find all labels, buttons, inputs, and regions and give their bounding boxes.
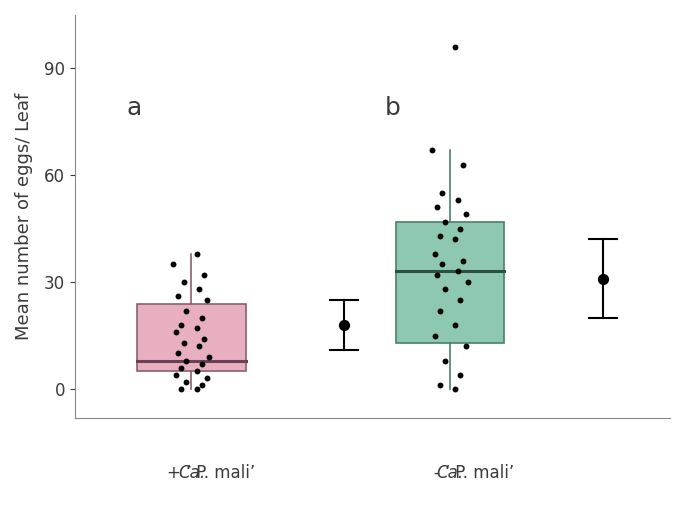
Point xyxy=(178,338,189,347)
Point xyxy=(458,257,469,265)
Point xyxy=(201,374,212,382)
Point xyxy=(181,378,192,386)
Point xyxy=(191,324,202,333)
Point xyxy=(450,321,461,329)
Point xyxy=(429,332,440,340)
Point xyxy=(434,306,445,315)
Text: P. mali’: P. mali’ xyxy=(450,464,514,482)
Point xyxy=(429,249,440,258)
Point xyxy=(191,367,202,376)
Point xyxy=(597,275,608,283)
Point xyxy=(460,342,471,350)
Point xyxy=(171,328,182,336)
Point xyxy=(181,356,192,365)
Point xyxy=(196,360,207,368)
Point xyxy=(178,278,189,287)
Point xyxy=(437,260,448,268)
Point xyxy=(173,349,184,358)
Text: + ‘: + ‘ xyxy=(167,464,191,482)
Point xyxy=(173,292,184,301)
Point xyxy=(191,385,202,393)
Point xyxy=(168,260,179,268)
Point xyxy=(452,267,463,276)
Point xyxy=(450,385,461,393)
Point xyxy=(201,296,212,304)
Point xyxy=(338,321,349,329)
Point xyxy=(455,296,466,304)
Point xyxy=(204,353,215,361)
Text: a: a xyxy=(127,96,142,120)
Point xyxy=(455,371,466,379)
Point xyxy=(196,381,207,390)
Point xyxy=(194,285,205,293)
Text: Ca.: Ca. xyxy=(178,464,205,482)
Point xyxy=(199,335,210,343)
Point xyxy=(463,278,474,287)
Point xyxy=(427,146,438,154)
Text: P. mali’: P. mali’ xyxy=(191,464,256,482)
Point xyxy=(452,196,463,204)
Point xyxy=(455,224,466,233)
Point xyxy=(194,342,205,350)
Text: - ‘: - ‘ xyxy=(434,464,450,482)
Point xyxy=(434,381,445,390)
Point xyxy=(171,371,182,379)
Bar xyxy=(137,303,246,371)
Point xyxy=(460,210,471,219)
Y-axis label: Mean number of eggs/ Leaf: Mean number of eggs/ Leaf xyxy=(15,93,33,340)
Point xyxy=(434,232,445,240)
Point xyxy=(437,189,448,197)
Point xyxy=(432,203,443,211)
Point xyxy=(191,249,202,258)
Point xyxy=(440,356,451,365)
Text: b: b xyxy=(385,96,401,120)
Point xyxy=(199,271,210,279)
Point xyxy=(196,314,207,322)
Point xyxy=(440,218,451,226)
Point xyxy=(432,271,443,279)
Point xyxy=(175,321,186,329)
Point xyxy=(450,235,461,244)
Point xyxy=(175,363,186,372)
Point xyxy=(450,43,461,51)
Bar xyxy=(396,222,504,343)
Point xyxy=(175,385,186,393)
Point xyxy=(440,285,451,293)
Text: Ca.: Ca. xyxy=(436,464,464,482)
Point xyxy=(458,161,469,169)
Point xyxy=(181,306,192,315)
